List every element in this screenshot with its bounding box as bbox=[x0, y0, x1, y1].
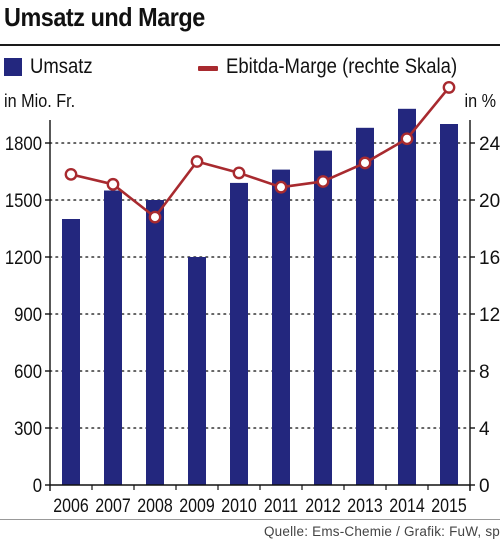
right-tick-label-0: 0 bbox=[479, 476, 490, 497]
margin-line-path bbox=[70, 86, 451, 219]
right-tick-label-24: 24 bbox=[479, 134, 500, 155]
left-tick-label-1200: 1200 bbox=[5, 247, 42, 268]
chart-title: Umsatz und Marge bbox=[4, 2, 205, 32]
footer-rule bbox=[0, 519, 500, 520]
legend-swatch-umsatz bbox=[4, 58, 22, 76]
margin-line bbox=[64, 81, 456, 224]
x-tick-label-2012: 2012 bbox=[305, 495, 340, 517]
margin-point-2011 bbox=[274, 180, 288, 194]
right-tick-label-8: 8 bbox=[479, 362, 490, 383]
x-tick-label-2015: 2015 bbox=[431, 495, 467, 517]
margin-point-2014 bbox=[400, 132, 414, 146]
left-tick-label-600: 600 bbox=[14, 361, 42, 382]
x-tick-label-2011: 2011 bbox=[264, 495, 298, 517]
bar-2009 bbox=[188, 257, 206, 485]
margin-point-2013 bbox=[358, 156, 372, 170]
right-axis-unit: in % bbox=[464, 91, 496, 111]
left-tick-label-0: 0 bbox=[33, 475, 42, 496]
legend-swatch-marge bbox=[198, 66, 218, 71]
legend-label-marge: Ebitda-Marge (rechte Skala) bbox=[226, 55, 458, 78]
right-tick-label-16: 16 bbox=[479, 248, 500, 269]
margin-point-2009 bbox=[190, 155, 204, 168]
margin-point-2015 bbox=[442, 81, 456, 94]
bars bbox=[62, 108, 458, 486]
margin-point-2010 bbox=[232, 166, 246, 180]
x-tick-label-2014: 2014 bbox=[389, 495, 425, 517]
bar-2010 bbox=[230, 182, 248, 485]
x-tick-label-2009: 2009 bbox=[179, 495, 214, 517]
right-tick-label-4: 4 bbox=[479, 419, 490, 440]
bar-2012 bbox=[314, 150, 332, 485]
left-tick-label-300: 300 bbox=[14, 418, 42, 439]
left-tick-label-900: 900 bbox=[14, 304, 42, 325]
source-note: Quelle: Ems-Chemie / Grafik: FuW, sp bbox=[263, 524, 500, 539]
left-tick-label-1500: 1500 bbox=[5, 190, 42, 211]
bar-2015 bbox=[440, 124, 458, 485]
x-tick-label-2006: 2006 bbox=[53, 495, 88, 517]
bar-2011 bbox=[272, 169, 290, 485]
title-rule bbox=[0, 44, 500, 46]
x-tick-label-2008: 2008 bbox=[137, 495, 172, 517]
bar-2008 bbox=[146, 200, 164, 485]
bar-2013 bbox=[356, 127, 374, 486]
bar-2014 bbox=[398, 108, 416, 486]
x-tick-label-2013: 2013 bbox=[347, 495, 382, 517]
x-tick-label-2010: 2010 bbox=[221, 495, 257, 517]
left-axis-unit: in Mio. Fr. bbox=[4, 91, 76, 111]
left-tick-label-1800: 1800 bbox=[5, 133, 42, 154]
right-tick-label-12: 12 bbox=[479, 305, 500, 326]
margin-point-2012 bbox=[316, 175, 330, 188]
bar-2006 bbox=[62, 219, 80, 485]
margin-point-2008 bbox=[148, 210, 162, 224]
right-tick-label-20: 20 bbox=[479, 191, 500, 212]
legend-label-umsatz: Umsatz bbox=[30, 55, 93, 78]
axes: 0 300 600 900 1200 1500 1800 0 4 8 12 16 20 24 2006 200… bbox=[5, 120, 500, 516]
bar-2007 bbox=[104, 190, 122, 485]
margin-point-2007 bbox=[106, 177, 120, 191]
margin-point-2006 bbox=[64, 167, 78, 181]
x-tick-label-2007: 2007 bbox=[95, 495, 130, 517]
